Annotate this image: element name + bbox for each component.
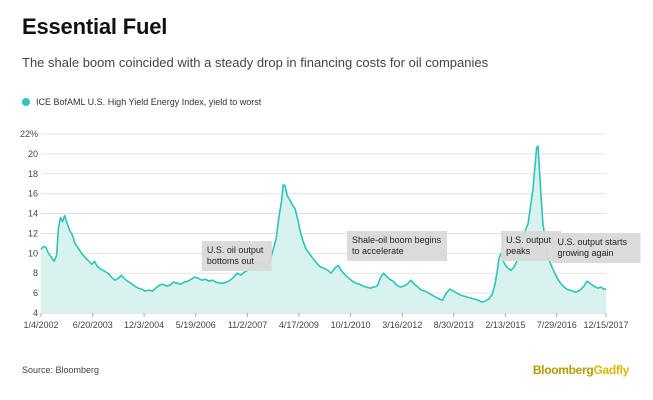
annotation-text: Shale-oil boom begins [352,235,442,245]
annotation-box [201,241,272,271]
brand-primary: Bloomberg [532,363,594,377]
chart-subtitle: The shale boom coincided with a steady d… [22,55,489,70]
x-tick-label: 3/16/2012 [382,320,422,330]
chart-title: Essential Fuel [22,14,168,39]
x-tick-label: 12/15/2017 [583,320,628,330]
annotation-text: growing again [558,248,614,258]
x-tick-label: 2/13/2015 [485,320,525,330]
y-tick-label: 8 [33,268,38,278]
x-tick-label: 4/17/2009 [279,320,319,330]
y-tick-label: 14 [28,209,38,219]
brand-secondary: Gadfly [593,363,629,377]
annotation-text: U.S. output starts [558,237,628,247]
annotation-text: to accelerate [352,246,404,256]
annotation-text: U.S. output [506,235,552,245]
y-tick-label: 12 [28,228,38,238]
x-tick-label: 7/29/2016 [537,320,577,330]
annotation-box [347,231,448,261]
series-line [40,145,606,303]
y-tick-label: 18 [28,169,38,179]
legend-swatch [22,98,30,106]
y-tick-label: 6 [33,288,38,298]
x-tick-label: 11/2/2007 [228,320,267,330]
annotation-box [552,233,641,263]
x-axis: 1/4/2002 6/20/2003 12/3/2004 5/19/2006 11/2/… [23,313,629,330]
y-tick-label: 16 [28,189,38,199]
x-tick-label: 6/20/2003 [73,320,113,330]
legend-label: ICE BofAML U.S. High Yield Energy Index,… [36,97,262,107]
annotation-text: bottoms out [207,256,255,266]
y-tick-label: 10 [28,248,38,258]
legend: ICE BofAML U.S. High Yield Energy Index,… [22,97,261,107]
y-tick-label: 20 [28,149,38,159]
x-tick-label: 8/30/2013 [434,320,474,330]
x-tick-label: 5/19/2006 [176,320,216,330]
x-tick-label: 12/3/2004 [124,320,164,330]
series-area [41,145,606,313]
annotation-text: U.S. oil output [207,245,264,255]
brand-logo: BloombergGadfly [533,363,629,377]
annotation-box [501,231,562,261]
y-tick-label: 22% [20,129,38,139]
x-tick-label: 10/1/2010 [331,320,371,330]
x-tick-label: 1/4/2002 [23,320,58,330]
y-axis: 4 6 8 10 12 14 16 18 20 22% [20,129,38,318]
source-note: Source: Bloomberg [22,365,100,375]
annotation-text: peaks [506,246,531,256]
y-tick-label: 4 [33,308,38,318]
